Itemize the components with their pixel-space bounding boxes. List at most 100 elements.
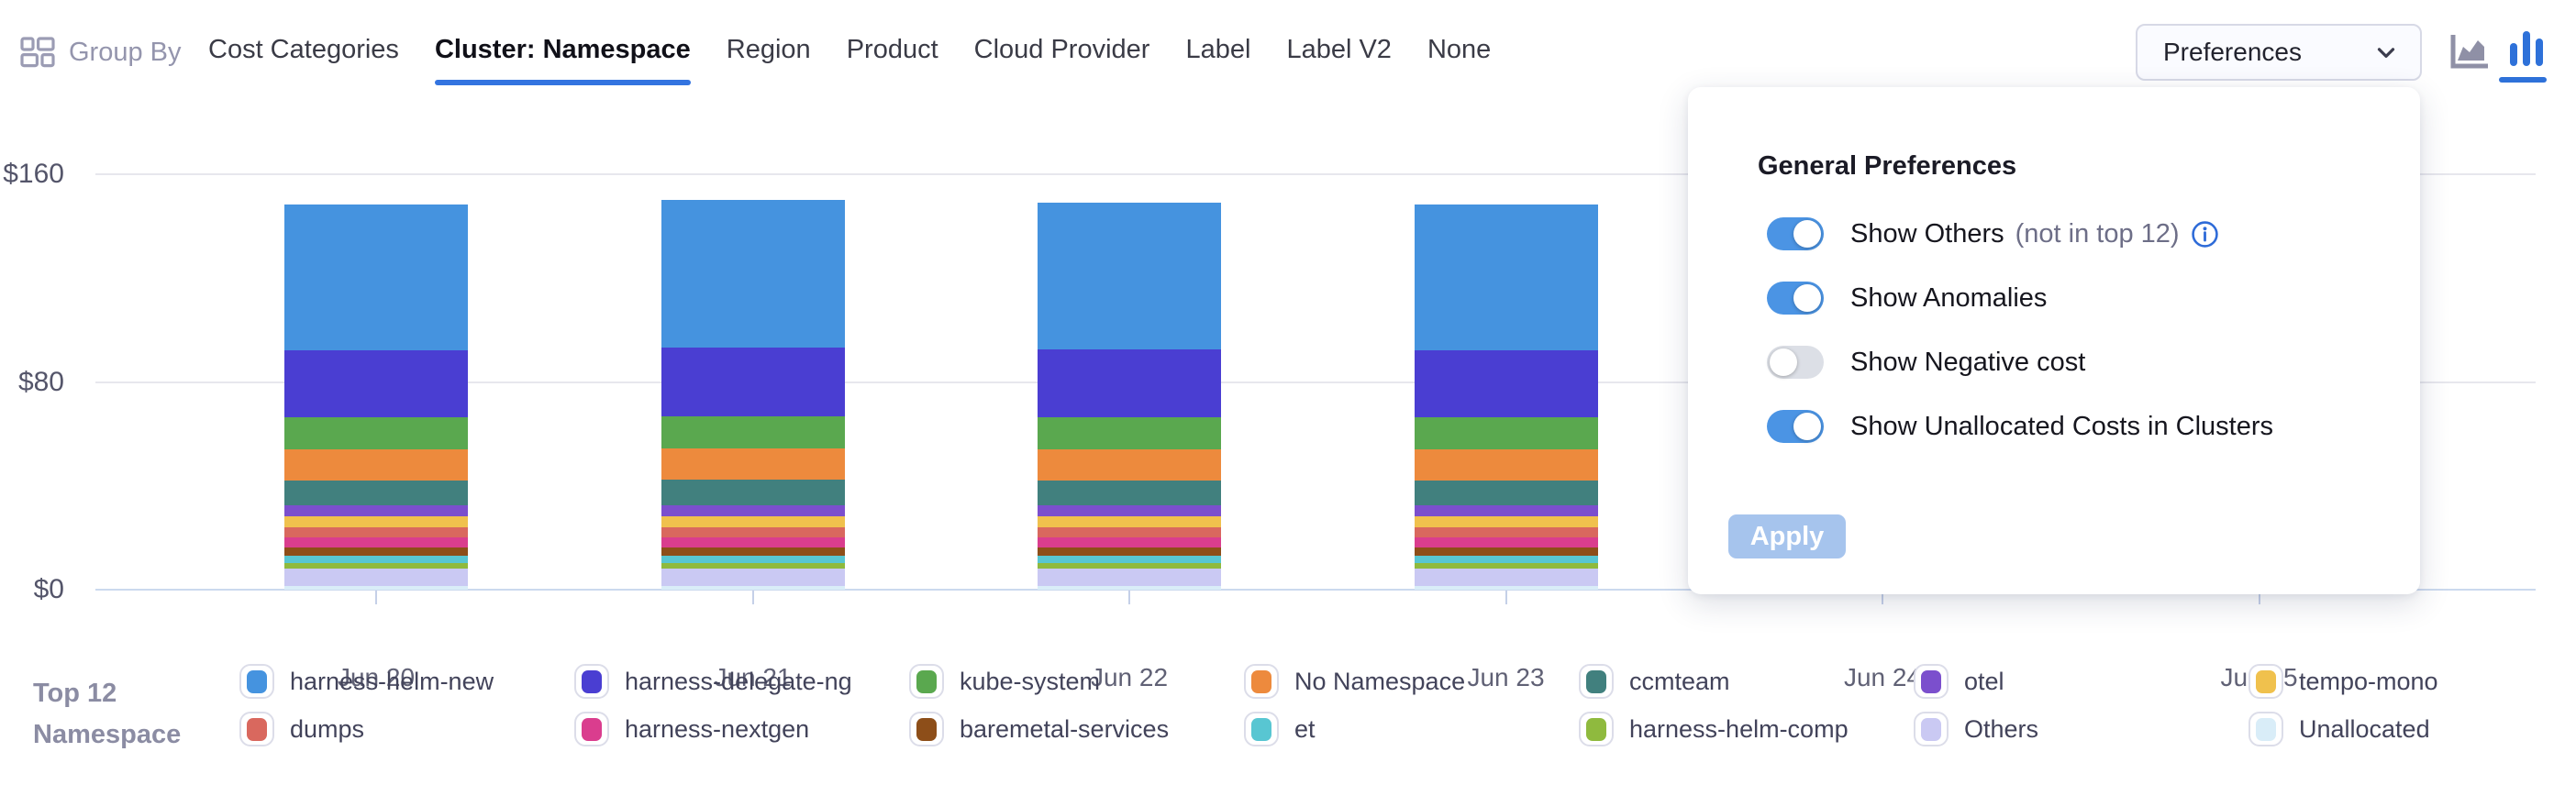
bar-segment-unallocated[interactable] <box>1414 586 1598 590</box>
y-gridline <box>95 381 2536 383</box>
legend-item-harness-delegate-ng[interactable]: harness-delegate-ng <box>574 664 909 699</box>
x-axis-tick-label: Jun 21 <box>714 663 792 691</box>
bar-segment-baremetal-services[interactable] <box>284 547 468 557</box>
bar-chart-type-button[interactable] <box>2503 28 2550 74</box>
bar-segment-ccmteam[interactable] <box>1414 481 1598 506</box>
legend-item-harness-helm-new[interactable]: harness-helm-new <box>239 664 574 699</box>
bar-segment-et[interactable] <box>284 556 468 564</box>
preferences-dropdown[interactable]: Preferences <box>2136 24 2422 81</box>
bar-segment-harness-nextgen[interactable] <box>661 536 845 547</box>
bar-segment-no-namespace[interactable] <box>661 448 845 481</box>
apply-button[interactable]: Apply <box>1728 514 1846 558</box>
tab-label[interactable]: Label <box>1185 35 1251 64</box>
bar-segment-otel[interactable] <box>661 504 845 516</box>
bar-segment-harness-helm-comp[interactable] <box>661 562 845 569</box>
tab-cloud-provider[interactable]: Cloud Provider <box>973 35 1150 64</box>
bar-segment-others[interactable] <box>661 568 845 587</box>
bar-segment-baremetal-services[interactable] <box>1414 547 1598 557</box>
bar-segment-harness-delegate-ng[interactable] <box>284 349 468 417</box>
toggle-label-text: Show Others <box>1850 218 2004 249</box>
info-icon[interactable] <box>2191 220 2219 249</box>
bar-segment-kube-system[interactable] <box>1414 417 1598 450</box>
bar-segment-harness-delegate-ng[interactable] <box>661 348 845 416</box>
bar-segment-kube-system[interactable] <box>1038 417 1221 450</box>
bar-segment-kube-system[interactable] <box>284 417 468 450</box>
legend-item-ccmteam[interactable]: ccmteam <box>1579 664 1914 699</box>
legend-swatch <box>909 664 944 699</box>
bar-segment-harness-helm-comp[interactable] <box>1414 563 1598 569</box>
bar-segment-kube-system[interactable] <box>661 415 845 448</box>
bar-segment-ccmteam[interactable] <box>1038 481 1221 506</box>
bar-segment-others[interactable] <box>284 569 468 587</box>
legend-item-no-namespace[interactable]: No Namespace <box>1244 664 1579 699</box>
legend-item-et[interactable]: et <box>1244 712 1579 746</box>
bar-segment-dumps[interactable] <box>1414 527 1598 538</box>
bar-segment-no-namespace[interactable] <box>1038 449 1221 481</box>
bar-segment-ccmteam[interactable] <box>661 480 845 505</box>
toggle-show-anomalies[interactable] <box>1767 282 1824 315</box>
bar-segment-baremetal-services[interactable] <box>1038 547 1221 557</box>
bar-segment-harness-helm-comp[interactable] <box>284 563 468 569</box>
legend-item-dumps[interactable]: dumps <box>239 712 574 746</box>
bar-segment-otel[interactable] <box>1038 505 1221 517</box>
bar-segment-ccmteam[interactable] <box>284 481 468 506</box>
bar-segment-dumps[interactable] <box>284 527 468 538</box>
bar-segment-harness-delegate-ng[interactable] <box>1414 349 1598 417</box>
legend-item-harness-nextgen[interactable]: harness-nextgen <box>574 712 909 746</box>
legend-item-others[interactable]: Others <box>1914 712 2248 746</box>
bar-segment-unallocated[interactable] <box>661 586 845 590</box>
bar-segment-harness-nextgen[interactable] <box>284 537 468 548</box>
bar-segment-harness-helm-comp[interactable] <box>1038 563 1221 569</box>
legend-item-unallocated[interactable]: Unallocated <box>2248 712 2576 746</box>
x-axis-tick-label: Jun 23 <box>1467 663 1545 691</box>
bar-segment-et[interactable] <box>1414 556 1598 564</box>
bar-segment-harness-nextgen[interactable] <box>1414 537 1598 548</box>
legend-item-kube-system[interactable]: kube-system <box>909 664 1244 699</box>
bar-segment-tempo-mono[interactable] <box>1414 516 1598 528</box>
bar-segment-et[interactable] <box>1038 556 1221 564</box>
tab-region[interactable]: Region <box>726 35 811 64</box>
bar-segment-baremetal-services[interactable] <box>661 547 845 556</box>
legend-item-label: kube-system <box>960 667 1101 695</box>
bar-segment-harness-delegate-ng[interactable] <box>1038 349 1221 417</box>
legend-swatch <box>1244 664 1279 699</box>
bar-segment-harness-helm-new[interactable] <box>661 200 845 348</box>
legend-item-tempo-mono[interactable]: tempo-mono <box>2248 664 2576 699</box>
tab-none[interactable]: None <box>1427 35 1492 64</box>
legend-item-otel[interactable]: otel <box>1914 664 2248 699</box>
bar-segment-otel[interactable] <box>1414 505 1598 517</box>
bar-segment-et[interactable] <box>661 555 845 563</box>
bar-segment-harness-helm-new[interactable] <box>284 204 468 350</box>
legend-items: harness-helm-new harness-delegate-ng kube-… <box>239 664 2576 746</box>
legend-item-baremetal-services[interactable]: baremetal-services <box>909 712 1244 746</box>
bar-segment-no-namespace[interactable] <box>1414 449 1598 481</box>
bar-segment-dumps[interactable] <box>1038 527 1221 538</box>
bar-segment-dumps[interactable] <box>661 526 845 537</box>
bar-segment-harness-helm-new[interactable] <box>1414 204 1598 350</box>
area-chart-type-button[interactable] <box>2448 31 2492 74</box>
tab-cluster-namespace[interactable]: Cluster: Namespace <box>434 28 691 85</box>
area-chart-icon <box>2450 35 2488 69</box>
y-gridline <box>95 173 2536 175</box>
bar-segment-others[interactable] <box>1414 569 1598 587</box>
legend-swatch <box>574 712 609 746</box>
bar-segment-unallocated[interactable] <box>1038 586 1221 590</box>
legend-item-harness-helm-comp[interactable]: harness-helm-comp <box>1579 712 1914 746</box>
toggle-show-unallocated-costs-in-clusters[interactable] <box>1767 410 1824 443</box>
tab-label-v2[interactable]: Label V2 <box>1286 35 1392 64</box>
tab-product[interactable]: Product <box>846 35 938 64</box>
bar-segment-unallocated[interactable] <box>284 586 468 590</box>
bar-segment-harness-nextgen[interactable] <box>1038 537 1221 548</box>
toggle-show-others[interactable] <box>1767 217 1824 250</box>
bar-segment-harness-helm-new[interactable] <box>1038 203 1221 350</box>
bar-segment-tempo-mono[interactable] <box>661 515 845 527</box>
bar-segment-tempo-mono[interactable] <box>284 516 468 528</box>
legend-swatch <box>239 712 274 746</box>
bar-segment-no-namespace[interactable] <box>284 449 468 481</box>
bar-segment-tempo-mono[interactable] <box>1038 516 1221 528</box>
bar-segment-otel[interactable] <box>284 505 468 517</box>
toggle-show-negative-cost[interactable] <box>1767 346 1824 379</box>
tab-cost-categories[interactable]: Cost Categories <box>208 35 399 64</box>
bar-segment-others[interactable] <box>1038 569 1221 587</box>
x-axis-tick-label: Jun 20 <box>337 663 416 691</box>
